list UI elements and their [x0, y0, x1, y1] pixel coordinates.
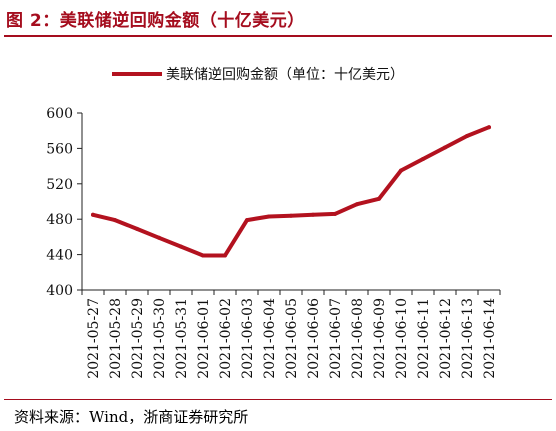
- x-tick-label: 2021-06-02: [218, 298, 234, 379]
- y-tick-label: 600: [46, 106, 73, 122]
- figure-title: 图 2：美联储逆回购金额（十亿美元）: [6, 11, 305, 31]
- data-point: [267, 214, 271, 219]
- y-tick-label: 480: [46, 212, 73, 228]
- data-point: [333, 211, 337, 216]
- series: [91, 125, 491, 258]
- x-tick-label: 2021-06-06: [306, 298, 322, 379]
- x-tick-label: 2021-06-10: [394, 298, 410, 379]
- x-tick-label: 2021-06-04: [262, 298, 278, 379]
- data-point: [355, 202, 359, 207]
- x-tick-label: 2021-06-09: [372, 298, 388, 379]
- x-tick-label: 2021-06-14: [482, 298, 498, 379]
- legend-label: 美联储逆回购金额（单位：十亿美元）: [166, 67, 404, 83]
- data-point: [421, 157, 425, 161]
- x-tick-label: 2021-06-05: [284, 298, 300, 379]
- data-point: [377, 196, 381, 201]
- title-divider: [4, 35, 552, 37]
- data-point: [311, 212, 315, 217]
- axes: [77, 112, 501, 295]
- y-tick-label: 560: [46, 141, 73, 157]
- data-point: [135, 226, 139, 231]
- x-tick-label: 2021-05-31: [174, 298, 190, 379]
- data-point: [245, 218, 249, 223]
- data-point: [201, 253, 205, 258]
- data-point: [91, 212, 95, 217]
- x-tick-label: 2021-06-13: [460, 298, 476, 379]
- x-tick-label: 2021-05-29: [130, 298, 146, 379]
- data-point: [487, 125, 491, 130]
- y-tick-label: 440: [46, 248, 73, 264]
- y-tick-label: 520: [46, 177, 73, 193]
- x-tick-label: 2021-06-11: [416, 298, 432, 379]
- data-point: [179, 244, 183, 249]
- source-note: 资料来源：Wind，浙商证券研究所: [14, 408, 249, 426]
- tick-labels: 400 440 480 520 560 600 2021-05-27 2021-05-28 20…: [46, 106, 498, 379]
- data-point: [443, 145, 447, 150]
- data-point: [399, 168, 403, 173]
- x-tick-label: 2021-06-03: [240, 298, 256, 379]
- series-line: [91, 125, 491, 258]
- source-divider: [4, 399, 552, 400]
- x-tick-label: 2021-06-01: [196, 298, 212, 379]
- x-tick-label: 2021-06-12: [438, 298, 454, 379]
- data-point: [113, 218, 117, 223]
- data-point: [223, 253, 227, 258]
- x-tick-label: 2021-05-30: [152, 298, 168, 379]
- x-tick-label: 2021-06-07: [328, 298, 344, 379]
- data-point: [157, 235, 161, 240]
- data-point: [465, 134, 469, 138]
- x-tick-label: 2021-06-08: [350, 298, 366, 379]
- legend: 美联储逆回购金额（单位：十亿美元）: [112, 67, 404, 83]
- x-tick-label: 2021-05-27: [86, 298, 102, 379]
- y-tick-label: 400: [46, 283, 73, 299]
- data-point: [289, 213, 293, 218]
- x-tick-label: 2021-05-28: [108, 298, 124, 379]
